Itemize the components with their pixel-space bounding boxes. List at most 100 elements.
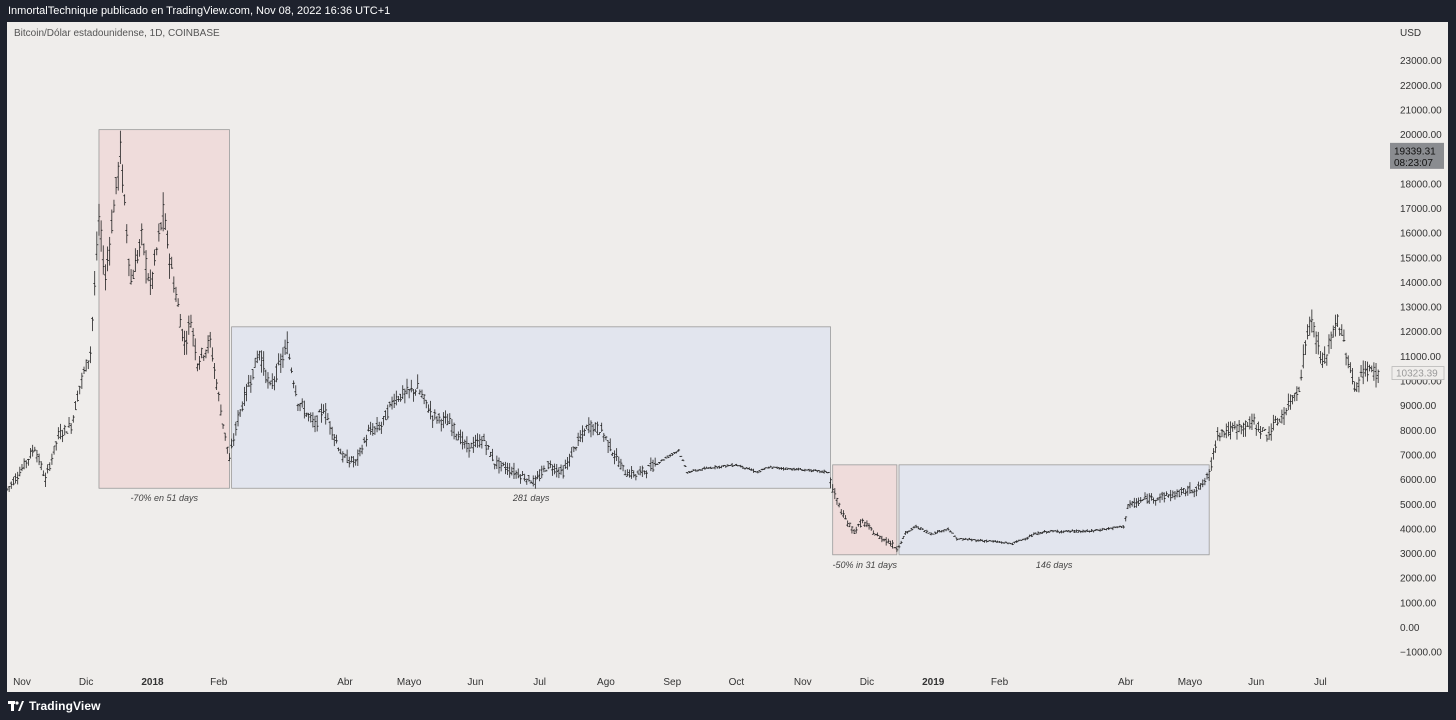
ohlc-bar [1145, 493, 1149, 504]
ohlc-bars-layer [7, 130, 1380, 553]
ohlc-bar [623, 469, 627, 476]
ohlc-bar [1346, 355, 1350, 369]
x-tick-label: Dic [79, 677, 93, 688]
ohlc-bar [794, 468, 798, 471]
ohlc-bar [1188, 482, 1192, 494]
price-chart[interactable]: -70% en 51 days 281 days -50% in 31 days 14… [7, 22, 1448, 692]
x-tick-label: Feb [210, 677, 228, 688]
ohlc-bar [1357, 376, 1361, 393]
ohlc-bar [1197, 481, 1200, 490]
ohlc-bar [1338, 327, 1342, 336]
ohlc-bar [709, 466, 713, 470]
ohlc-bar [106, 246, 109, 272]
ohlc-bar [69, 423, 73, 434]
ohlc-bar [1308, 316, 1312, 336]
price-tag-1: 10323.39 [1391, 366, 1445, 380]
ohlc-bar [504, 461, 507, 475]
y-tick-label: 5000.00 [1400, 500, 1437, 511]
ohlc-bar [315, 415, 319, 432]
y-tick-label: −1000.00 [1400, 648, 1442, 659]
ohlc-bar [347, 456, 351, 468]
ohlc-bar [1291, 395, 1295, 405]
ohlc-bar [610, 452, 614, 457]
ohlc-bar [360, 444, 364, 455]
ohlc-bar [1278, 418, 1282, 423]
ohlc-bar [249, 375, 253, 393]
ohlc-bar [602, 432, 606, 442]
ohlc-bar [544, 469, 548, 472]
ohlc-bar [572, 446, 576, 453]
chart-panel[interactable]: -70% en 51 days 281 days -50% in 31 days 14… [7, 22, 1448, 692]
x-tick-label: Nov [794, 677, 812, 688]
ohlc-bar [339, 448, 343, 455]
ohlc-bar [1293, 392, 1297, 402]
ohlc-bar [1004, 541, 1008, 543]
ohlc-bar [784, 467, 788, 470]
range-box-0[interactable] [98, 129, 230, 489]
ohlc-bar [317, 409, 321, 413]
x-tick-label: Dic [860, 677, 874, 688]
ohlc-bar [414, 389, 417, 396]
ohlc-bar [493, 463, 497, 470]
ohlc-bar [26, 458, 30, 466]
ohlc-bar [1032, 532, 1036, 536]
ohlc-bar [176, 298, 180, 307]
ohlc-bar [1276, 417, 1280, 426]
ohlc-bar [660, 459, 663, 462]
ohlc-bar [951, 532, 954, 534]
time-axis[interactable]: Nov Dic 2018 Feb Abr Mayo Jun Jul Ago Sep Oct Nov Di… [13, 677, 1327, 688]
ohlc-bar [918, 527, 922, 531]
ohlc-bar [198, 355, 201, 370]
y-tick-label: 2000.00 [1400, 574, 1437, 585]
ohlc-bar [18, 466, 22, 477]
x-tick-label: Abr [1118, 677, 1134, 688]
range-box-3[interactable] [898, 464, 1210, 556]
ohlc-bar [792, 467, 796, 471]
ohlc-bar [465, 436, 469, 453]
ohlc-bar [469, 442, 473, 449]
ohlc-bar [467, 443, 471, 458]
x-tick-label: Feb [991, 677, 1009, 688]
ohlc-bar [1368, 364, 1372, 372]
ohlc-bar [835, 497, 839, 505]
ohlc-bar [279, 353, 283, 373]
ohlc-bar [478, 434, 482, 448]
ohlc-bar [1254, 424, 1258, 436]
ohlc-bar [29, 448, 32, 459]
ohlc-bar [178, 313, 182, 328]
price-axis[interactable]: 23000.00 22000.00 21000.00 20000.00 18000.00… [1390, 56, 1445, 659]
ohlc-bar [208, 331, 212, 348]
ohlc-bar [1055, 529, 1059, 533]
ohlc-bar [116, 161, 120, 191]
ohlc-bar [1344, 352, 1348, 366]
ohlc-bar [1233, 421, 1237, 430]
ohlc-bar [713, 465, 717, 470]
ohlc-bar [422, 394, 426, 405]
range-box-1[interactable] [231, 326, 831, 489]
ohlc-bar [948, 530, 952, 533]
ohlc-bar [653, 457, 657, 467]
ohlc-bar [685, 471, 689, 474]
ohlc-bar [1237, 420, 1241, 433]
ohlc-bar [127, 258, 131, 277]
range-box-2[interactable] [832, 464, 898, 556]
ohlc-bar [439, 418, 443, 432]
ohlc-bar [247, 374, 251, 387]
ohlc-bar [471, 436, 475, 453]
ohlc-bar [1128, 500, 1132, 509]
ohlc-bar [921, 528, 924, 530]
ohlc-bar [1259, 425, 1262, 439]
y-tick-label: 0.00 [1400, 623, 1420, 634]
ohlc-bar [1372, 362, 1376, 381]
ohlc-bar [456, 431, 460, 441]
ohlc-bar [450, 419, 454, 437]
ohlc-bar [959, 538, 963, 539]
ohlc-bar [645, 470, 648, 479]
ohlc-bar [822, 469, 826, 474]
ohlc-bar [1164, 491, 1168, 496]
ohlc-bar [1263, 428, 1267, 431]
ohlc-bar [7, 488, 9, 491]
ohlc-bar [397, 395, 400, 402]
ohlc-bar [529, 480, 533, 484]
ohlc-bar [161, 192, 165, 232]
